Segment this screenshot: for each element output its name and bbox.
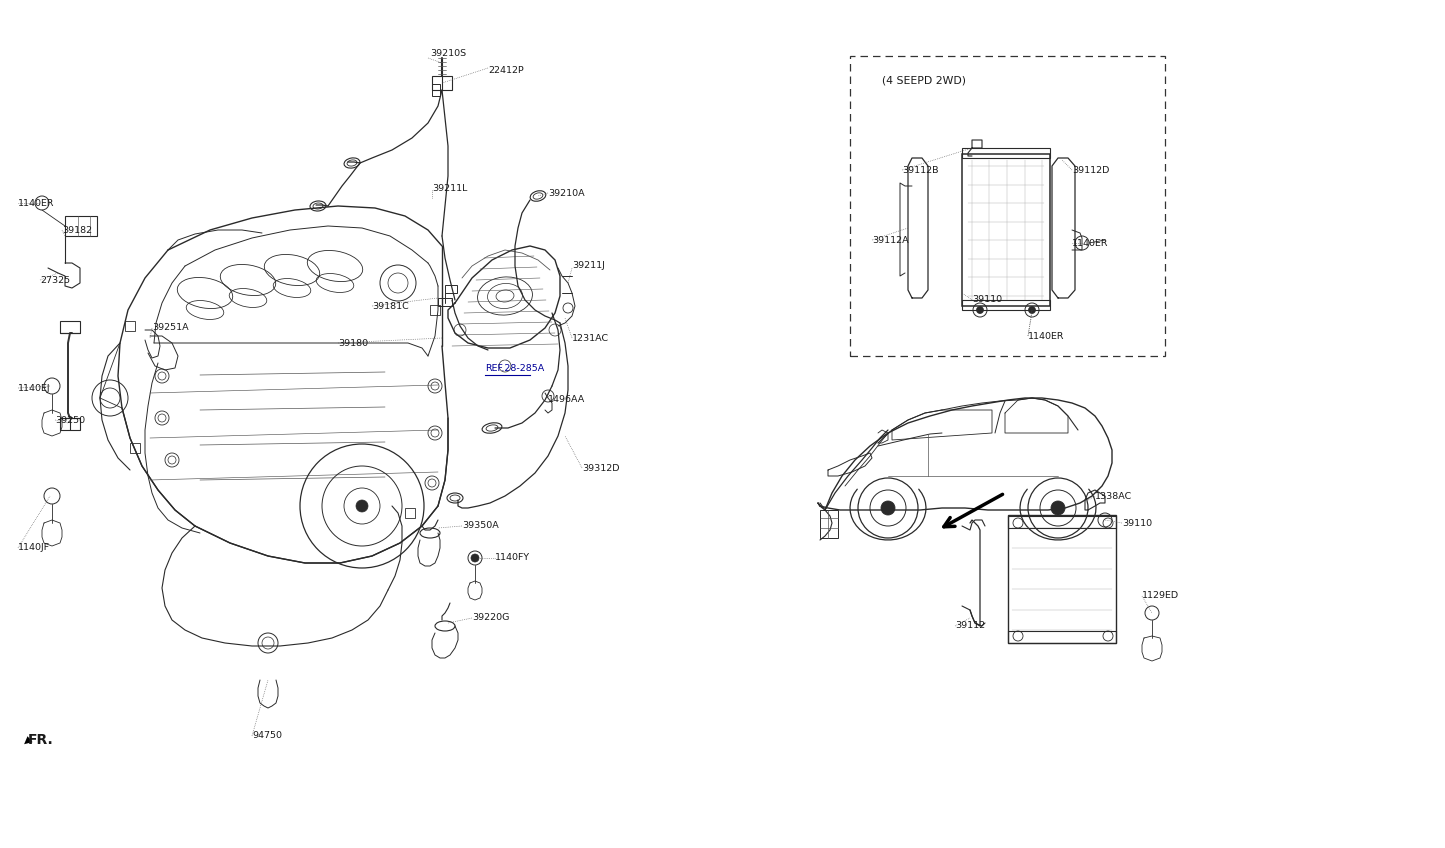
Text: 1338AC: 1338AC: [1095, 492, 1133, 500]
Circle shape: [471, 554, 478, 562]
Text: 39112: 39112: [955, 622, 985, 631]
Bar: [405, 508, 415, 518]
Text: 39312D: 39312D: [582, 464, 620, 472]
Circle shape: [977, 306, 984, 314]
Bar: [1009, 516, 1116, 528]
Text: 94750: 94750: [251, 732, 282, 740]
Bar: [850, 56, 1165, 356]
Text: FR.: FR.: [27, 733, 53, 747]
Text: 39211L: 39211L: [432, 183, 467, 192]
Bar: [61, 418, 79, 430]
Bar: [431, 305, 439, 315]
Text: 1140EJ: 1140EJ: [17, 383, 51, 393]
Text: 39110: 39110: [972, 295, 1003, 304]
Circle shape: [881, 501, 894, 515]
Bar: [130, 443, 140, 453]
Bar: [445, 285, 457, 293]
Text: 27325: 27325: [40, 276, 71, 284]
Text: 1140ER: 1140ER: [1072, 238, 1108, 248]
Text: 39112B: 39112B: [902, 165, 938, 175]
Bar: [962, 154, 1051, 306]
Text: 1231AC: 1231AC: [572, 333, 610, 343]
Bar: [962, 148, 1051, 158]
Text: 39112A: 39112A: [871, 236, 909, 244]
Bar: [962, 300, 1051, 310]
Text: 39251A: 39251A: [152, 323, 189, 332]
Text: 39220G: 39220G: [473, 613, 510, 622]
Text: (4 SEEPD 2WD): (4 SEEPD 2WD): [881, 75, 967, 85]
Circle shape: [1051, 501, 1065, 515]
Text: 39182: 39182: [62, 226, 92, 235]
Text: 39210A: 39210A: [548, 188, 585, 198]
Text: 1140ER: 1140ER: [1027, 332, 1065, 341]
Bar: [65, 216, 97, 236]
Text: 1496AA: 1496AA: [548, 395, 585, 404]
Bar: [432, 84, 439, 96]
Bar: [126, 321, 134, 331]
Text: 1140FY: 1140FY: [496, 554, 530, 562]
Bar: [1009, 515, 1116, 643]
Text: 39112D: 39112D: [1072, 165, 1110, 175]
Text: 39211J: 39211J: [572, 261, 605, 271]
Bar: [438, 298, 452, 306]
Text: REF.28-285A: REF.28-285A: [486, 364, 545, 372]
Text: 22412P: 22412P: [488, 65, 523, 75]
Text: 1140JF: 1140JF: [17, 544, 51, 553]
Bar: [432, 76, 452, 90]
Bar: [819, 510, 838, 538]
Text: 39210S: 39210S: [431, 49, 467, 58]
Text: 39181C: 39181C: [371, 302, 409, 310]
Bar: [1009, 631, 1116, 643]
Circle shape: [1029, 306, 1036, 314]
Text: 39350A: 39350A: [462, 522, 499, 531]
Bar: [61, 321, 79, 333]
Text: 1140ER: 1140ER: [17, 198, 55, 208]
Circle shape: [355, 500, 368, 512]
Text: 1129ED: 1129ED: [1142, 592, 1179, 600]
Text: 39250: 39250: [55, 416, 85, 425]
Text: 39180: 39180: [338, 338, 368, 348]
Text: 39110: 39110: [1121, 518, 1152, 527]
